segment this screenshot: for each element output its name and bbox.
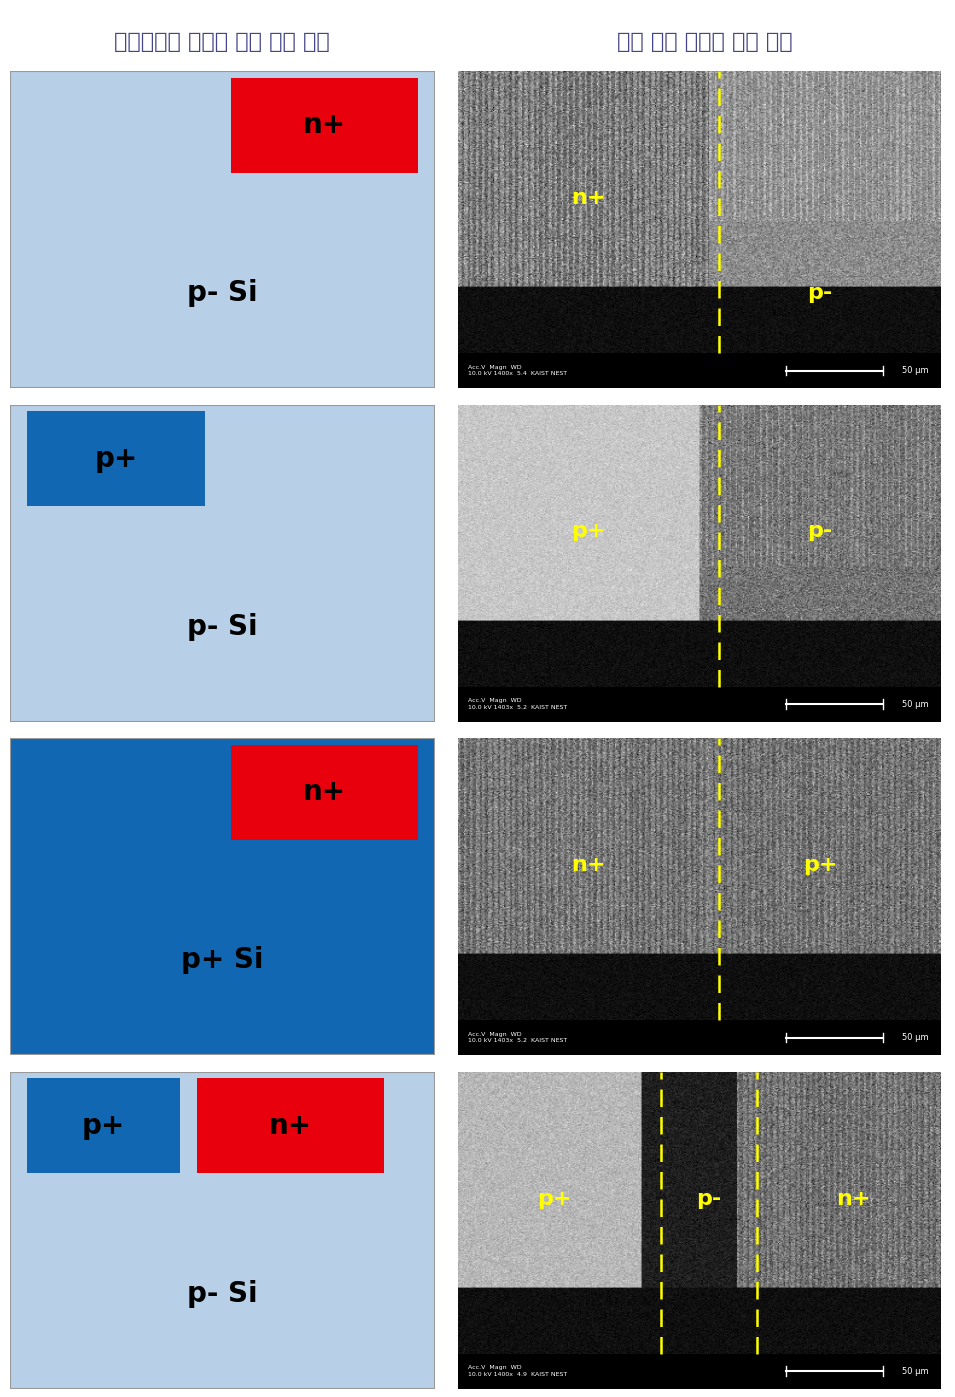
Bar	[197, 1078, 384, 1173]
Text: p-: p-	[696, 1189, 722, 1208]
Text: p+: p+	[803, 855, 838, 875]
Text: p+: p+	[81, 1112, 125, 1140]
Bar	[230, 745, 417, 840]
Text: n+: n+	[303, 112, 346, 140]
Text: 50 μm: 50 μm	[902, 700, 928, 708]
Text: n+: n+	[837, 1189, 871, 1208]
Bar	[458, 687, 941, 722]
Text: n+: n+	[571, 189, 605, 208]
Bar	[27, 411, 205, 506]
Text: p+: p+	[95, 444, 138, 472]
Text: Acc.V  Magn  WD
10.0 kV 1403x  5.2  KAIST NEST: Acc.V Magn WD 10.0 kV 1403x 5.2 KAIST NE…	[468, 698, 567, 710]
Bar	[458, 1020, 941, 1055]
Text: Acc.V  Magn  WD
10.0 kV 1400x  5.4  KAIST NEST: Acc.V Magn WD 10.0 kV 1400x 5.4 KAIST NE…	[468, 365, 567, 376]
Bar	[230, 78, 417, 173]
Text: Acc.V  Magn  WD
10.0 kV 1400x  4.9  KAIST NEST: Acc.V Magn WD 10.0 kV 1400x 4.9 KAIST NE…	[468, 1365, 567, 1377]
Bar	[458, 353, 941, 388]
Text: n+: n+	[268, 1112, 311, 1140]
Text: p+: p+	[538, 1189, 572, 1208]
Bar	[27, 1078, 180, 1173]
Text: p- Si: p- Si	[187, 1280, 257, 1308]
Text: p-: p-	[808, 284, 833, 303]
Text: 50 μm: 50 μm	[902, 1034, 928, 1042]
Text: 50 μm: 50 μm	[902, 1366, 928, 1376]
Text: p+ Si: p+ Si	[180, 946, 264, 974]
Text: 주사 전자 현미경 단면 사진: 주사 전자 현미경 단면 사진	[617, 32, 792, 52]
Text: Acc.V  Magn  WD
10.0 kV 1403x  5.2  KAIST NEST: Acc.V Magn WD 10.0 kV 1403x 5.2 KAIST NE…	[468, 1032, 567, 1044]
Text: p+: p+	[571, 521, 605, 542]
Text: p- Si: p- Si	[187, 612, 257, 640]
Text: p- Si: p- Si	[187, 279, 257, 307]
Text: n+: n+	[303, 778, 346, 806]
Text: p-: p-	[808, 521, 833, 542]
Text: 임플란트와 기판의 도핑 타입 종류: 임플란트와 기판의 도핑 타입 종류	[115, 32, 329, 52]
Text: n+: n+	[571, 855, 605, 875]
Text: 50 μm: 50 μm	[902, 366, 928, 374]
Bar	[458, 1354, 941, 1389]
